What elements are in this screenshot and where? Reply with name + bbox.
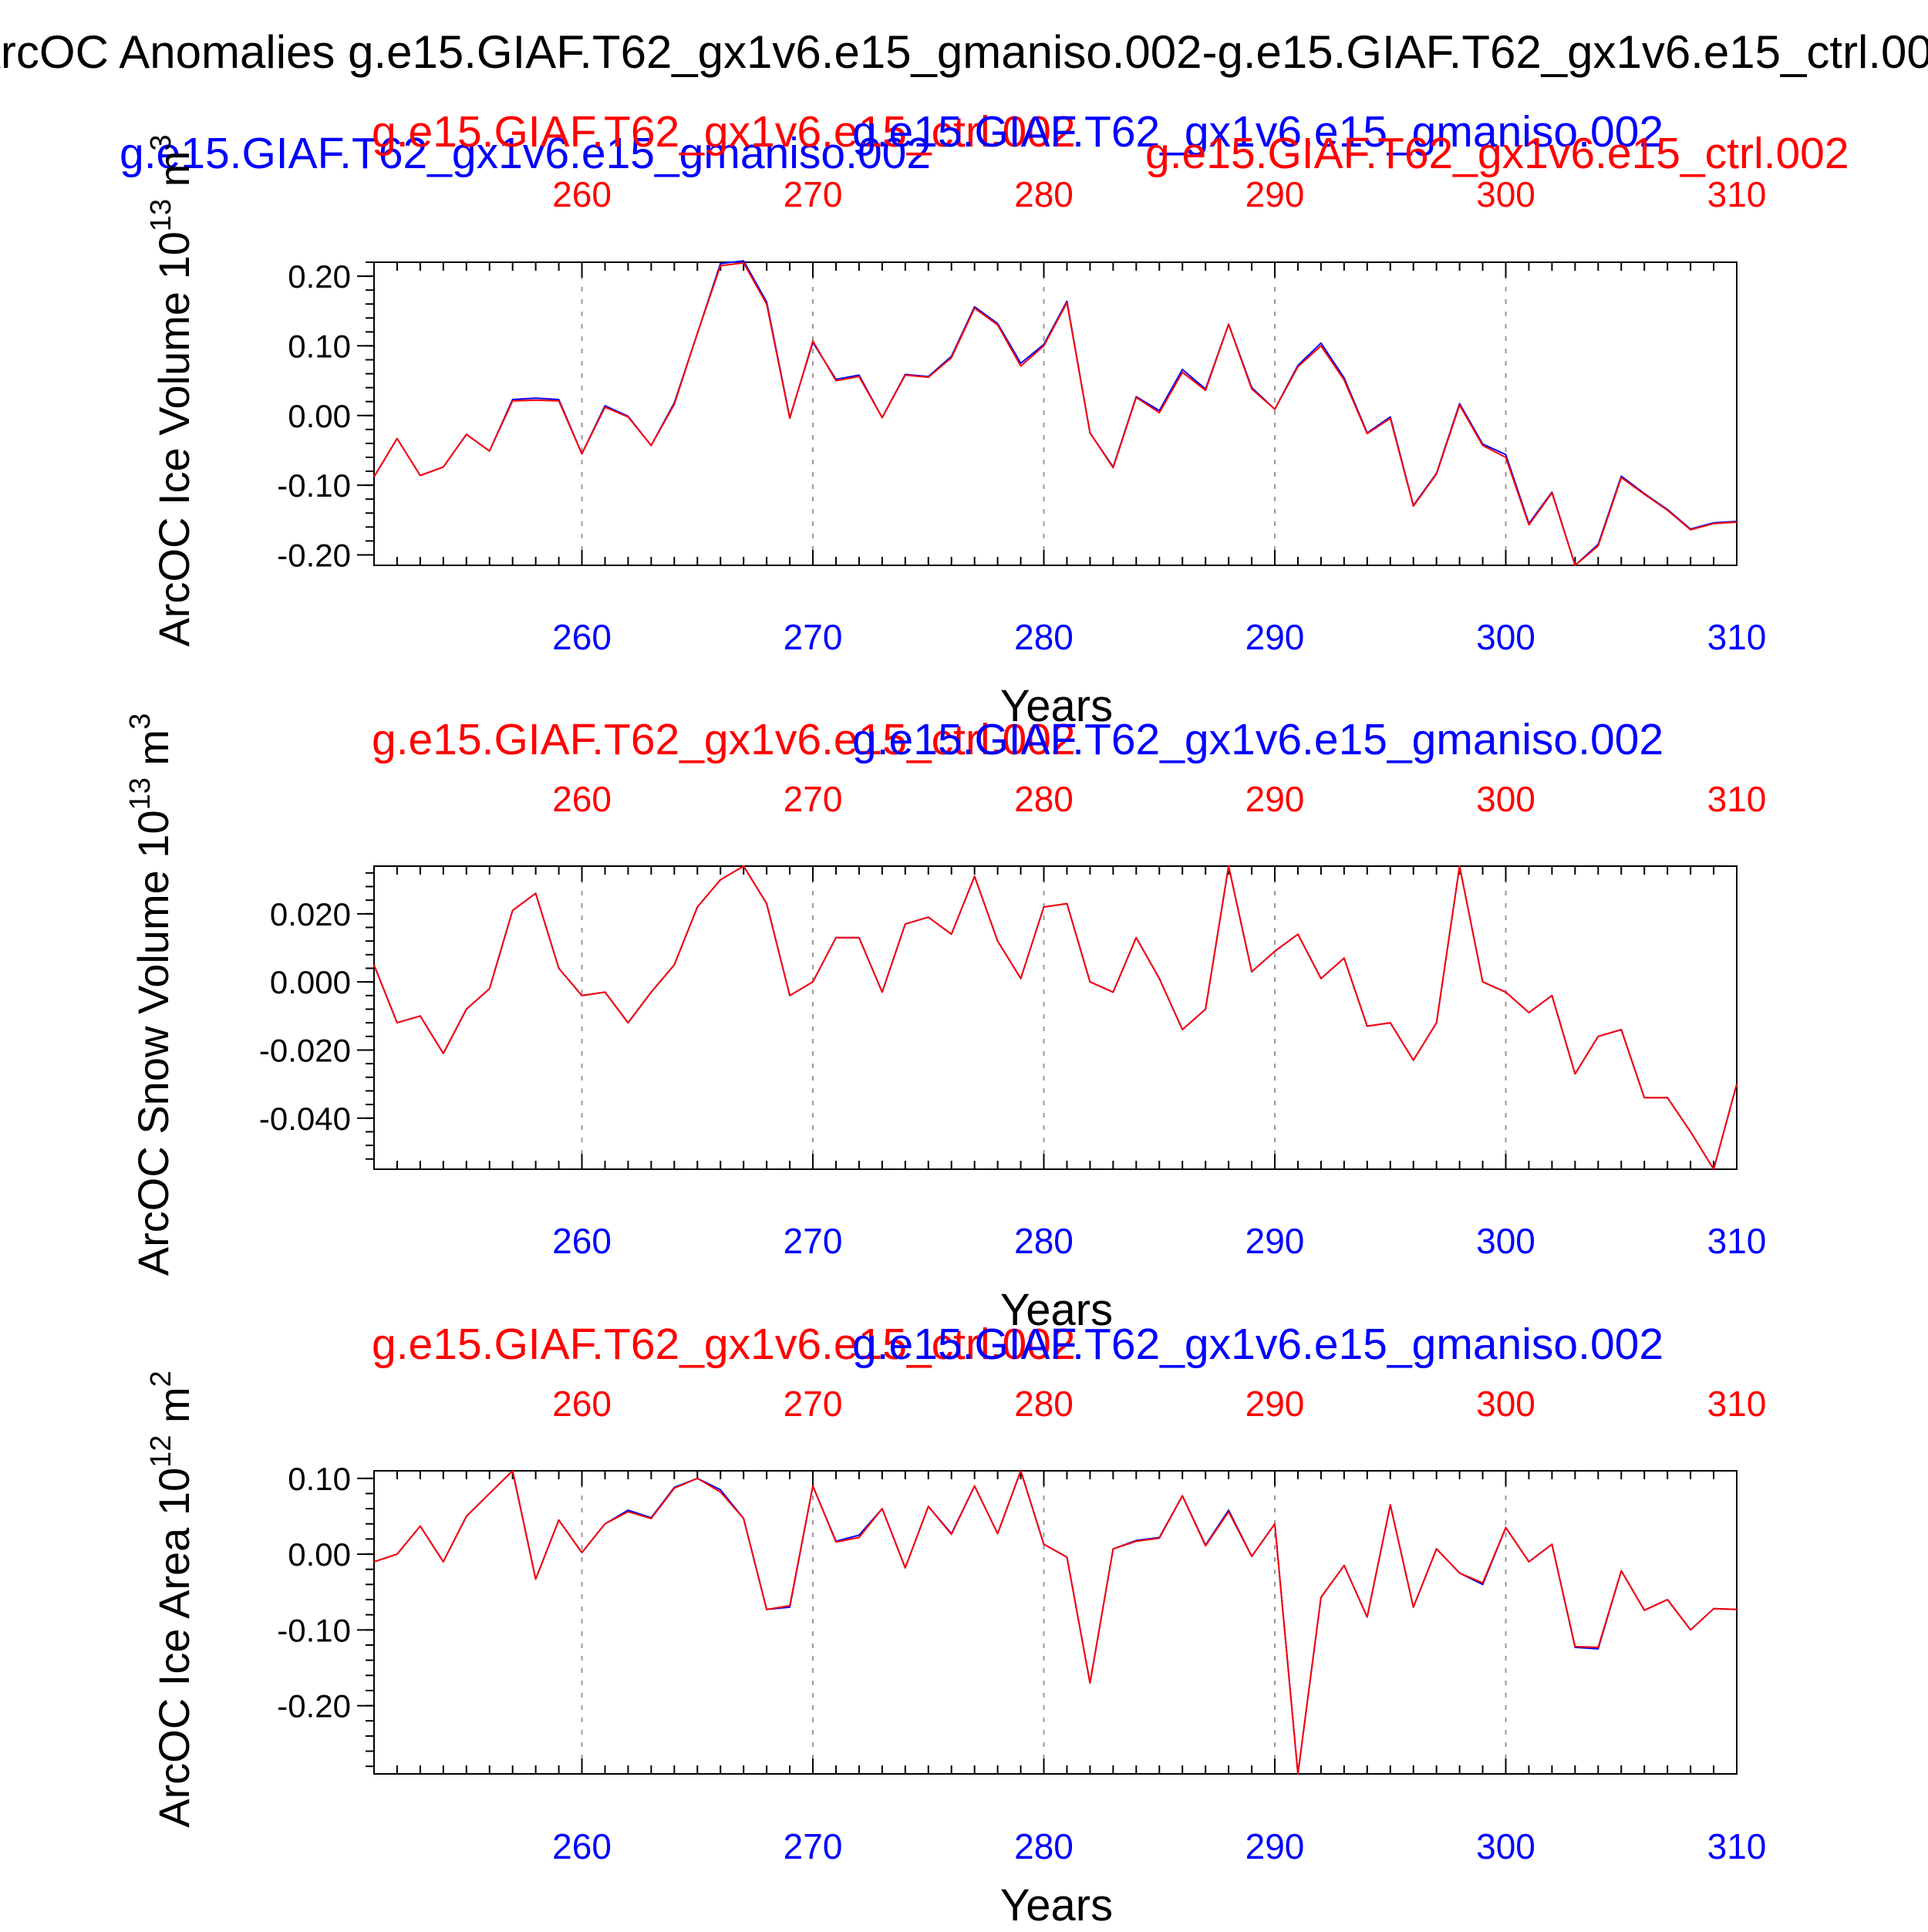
x-tick-label-bottom: 310 xyxy=(1707,1221,1767,1261)
x-tick-label-bottom: 290 xyxy=(1245,1826,1305,1866)
x-tick-label-top: 310 xyxy=(1707,779,1767,819)
chart-panel-2: g.e15.GIAF.T62_gx1v6.e15_ctrl.002g.e15.G… xyxy=(124,713,1766,1335)
legend-top-blue: g.e15.GIAF.T62_gx1v6.e15_gmaniso.002 xyxy=(120,129,931,178)
x-tick-label-top: 310 xyxy=(1707,174,1767,214)
y-tick-label: -0.10 xyxy=(277,467,351,504)
x-tick-label-bottom: 260 xyxy=(552,1826,612,1866)
plot-frame xyxy=(373,865,1738,1170)
x-tick-label-top: 280 xyxy=(1014,779,1074,819)
panel-series-label-ctrl: g.e15.GIAF.T62_gx1v6.e15_ctrl.002 xyxy=(372,715,1076,764)
x-tick-label-bottom: 280 xyxy=(1014,1221,1074,1261)
x-tick-label-top: 270 xyxy=(784,1384,843,1424)
x-tick-label-top: 300 xyxy=(1476,1384,1535,1424)
y-tick-label: 0.00 xyxy=(288,398,351,434)
chart-panel-3: g.e15.GIAF.T62_gx1v6.e15_ctrl.002g.e15.G… xyxy=(145,1320,1767,1930)
y-tick-label: 0.20 xyxy=(288,258,351,295)
x-tick-label-top: 260 xyxy=(552,779,612,819)
x-tick-label-top: 300 xyxy=(1476,174,1535,214)
x-tick-label-top: 280 xyxy=(1014,174,1074,214)
y-axis-label: ArcOC Ice Volume 1013 m3 xyxy=(145,134,198,646)
y-axis-label: ArcOC Ice Area 1012 m2 xyxy=(145,1371,198,1828)
x-tick-label-bottom: 290 xyxy=(1245,1221,1305,1261)
plot-frame xyxy=(373,1470,1738,1775)
x-axis-label: Years xyxy=(1000,1880,1113,1928)
y-tick-label: -0.20 xyxy=(277,537,351,573)
series-line-gmaniso xyxy=(373,1470,1738,1775)
x-tick-label-top: 270 xyxy=(784,779,843,819)
x-tick-label-top: 290 xyxy=(1245,174,1305,214)
legend-top-red-right: g.e15.GIAF.T62_gx1v6.e15_ctrl.002 xyxy=(1145,129,1849,178)
x-axis-label: Years xyxy=(1000,1285,1113,1335)
x-tick-label-bottom: 280 xyxy=(1014,617,1074,657)
x-tick-label-bottom: 280 xyxy=(1014,1826,1074,1866)
x-tick-label-bottom: 310 xyxy=(1707,1826,1767,1866)
y-tick-label: 0.10 xyxy=(288,1461,351,1497)
x-tick-label-top: 260 xyxy=(552,1384,612,1424)
panel-series-label-gmaniso: g.e15.GIAF.T62_gx1v6.e15_gmaniso.002 xyxy=(852,715,1663,764)
legend-top-red: g.e15.GIAF.T62_gx1v6.e15_ctrl.002 xyxy=(372,107,1076,157)
x-tick-label-bottom: 270 xyxy=(784,1221,843,1261)
panel-series-label-ctrl: g.e15.GIAF.T62_gx1v6.e15_ctrl.002 xyxy=(372,1320,1076,1369)
x-tick-label-top: 300 xyxy=(1476,779,1535,819)
x-tick-label-bottom: 290 xyxy=(1245,617,1305,657)
y-tick-label: 0.000 xyxy=(270,964,351,1000)
x-tick-label-bottom: 310 xyxy=(1707,617,1767,657)
series-line-ctrl xyxy=(373,865,1738,1170)
y-tick-label: 0.10 xyxy=(288,328,351,364)
page-title: ArcOC Anomalies g.e15.GIAF.T62_gx1v6.e15… xyxy=(0,26,1928,78)
x-tick-label-bottom: 300 xyxy=(1476,1221,1535,1261)
y-tick-label: 0.020 xyxy=(270,896,351,932)
x-tick-label-top: 290 xyxy=(1245,1384,1305,1424)
x-tick-label-bottom: 300 xyxy=(1476,1826,1535,1866)
y-tick-label: 0.00 xyxy=(288,1536,351,1573)
x-tick-label-bottom: 270 xyxy=(784,1826,843,1866)
series-line-ctrl xyxy=(373,261,1738,566)
x-tick-label-bottom: 270 xyxy=(784,617,843,657)
y-tick-label: -0.10 xyxy=(277,1612,351,1648)
x-tick-label-top: 270 xyxy=(784,174,843,214)
x-tick-label-top: 310 xyxy=(1707,1384,1767,1424)
x-tick-label-bottom: 260 xyxy=(552,617,612,657)
x-axis-label: Years xyxy=(1000,681,1113,731)
y-axis-label: ArcOC Snow Volume 1013 m3 xyxy=(124,713,177,1276)
y-tick-label: -0.20 xyxy=(277,1688,351,1725)
x-tick-label-bottom: 260 xyxy=(552,1221,612,1261)
y-tick-label: -0.040 xyxy=(259,1101,351,1137)
x-tick-label-top: 260 xyxy=(552,174,612,214)
legend-top-blue-right: g.e15.GIAF.T62_gx1v6.e15_gmaniso.002 xyxy=(852,107,1663,157)
panel-series-label-gmaniso: g.e15.GIAF.T62_gx1v6.e15_gmaniso.002 xyxy=(852,1320,1663,1369)
x-tick-label-bottom: 300 xyxy=(1476,617,1535,657)
x-tick-label-top: 280 xyxy=(1014,1384,1074,1424)
series-line-gmaniso xyxy=(373,865,1738,1170)
series-line-ctrl xyxy=(373,1470,1738,1775)
chart-panel-1: 260 260 270 270 280 280 290 290 300 300 310 310 0.20… xyxy=(145,134,1766,731)
x-tick-label-top: 290 xyxy=(1245,779,1305,819)
y-tick-label: -0.020 xyxy=(259,1032,351,1068)
plot-frame xyxy=(373,261,1738,566)
